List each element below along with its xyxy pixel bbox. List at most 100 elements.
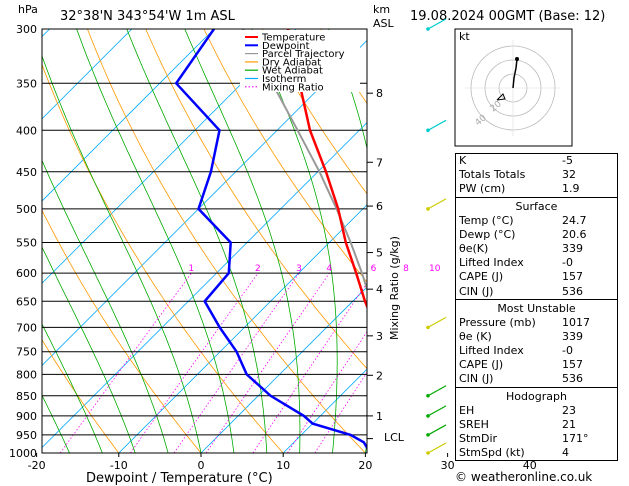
wind-barb-base — [426, 325, 430, 330]
index-label: Totals Totals — [459, 168, 526, 182]
hodograph-stat-value: 23 — [562, 403, 576, 417]
pressure-tick-label: 950 — [16, 429, 37, 442]
pressure-tick-label: 800 — [16, 368, 37, 381]
surface-row: Lifted Index -0 — [456, 256, 617, 270]
legend-label: Dry Adiabat — [262, 57, 321, 68]
most-unstable-label: Lifted Index — [459, 344, 524, 358]
most-unstable-title: Most Unstable — [497, 301, 576, 315]
hodograph-stat-label: EH — [459, 403, 475, 417]
wet-adiabat-line — [42, 394, 70, 453]
profiles — [174, 29, 367, 450]
hpa-label: hPa — [18, 3, 38, 16]
mixing-ratio-label: 10 — [429, 264, 441, 274]
plot-frame — [41, 28, 368, 454]
dewpoint-profile — [174, 29, 367, 450]
isotherm-line — [200, 286, 367, 453]
hodograph-stat-value: 4 — [562, 446, 569, 460]
mixing-ratio-line — [252, 282, 367, 453]
hodograph-top-point — [515, 57, 519, 61]
index-label: PW (cm) — [459, 182, 506, 196]
km-tick-label: 4 — [376, 283, 383, 296]
surface-value: 536 — [562, 284, 583, 298]
legend-label: Temperature — [261, 33, 325, 44]
surface-row: Dewp (°C) 20.6 — [456, 228, 617, 242]
wet-adiabat-line — [398, 29, 432, 453]
wind-barb — [427, 385, 447, 397]
surface-value: 157 — [562, 270, 583, 284]
legend-label: Mixing Ratio — [262, 82, 324, 93]
legend-label: Dewpoint — [262, 41, 310, 52]
most-unstable-label: θe (K) — [459, 329, 492, 343]
pressure-tick-label: 1000 — [9, 447, 37, 460]
isotherm-line — [42, 29, 297, 284]
dry-adiabat-line — [261, 29, 367, 195]
credit-text: © weatheronline.co.uk — [455, 470, 593, 484]
pressure-tick-label: 600 — [16, 267, 37, 280]
wind-barbs — [426, 18, 447, 455]
hodograph-stat-label: StmDir — [459, 432, 498, 445]
temperature-tick-label: -10 — [110, 459, 128, 472]
pressure-tick-label: 450 — [16, 166, 37, 179]
surface-value: 339 — [562, 241, 583, 255]
wind-barb — [427, 405, 447, 417]
legend-label: Isotherm — [262, 74, 306, 85]
km-tick-label: 7 — [376, 156, 383, 169]
wind-barb-base — [426, 451, 430, 455]
storm-motion-marker — [496, 93, 506, 101]
pressure-tick-label: 550 — [16, 236, 37, 249]
isotherm-line — [42, 39, 367, 366]
index-value: -5 — [562, 154, 573, 167]
most-unstable-value: 1017 — [562, 315, 590, 329]
most-unstable-row: θe (K) 339 — [456, 330, 617, 344]
wet-adiabat-line — [42, 323, 103, 453]
legend-label: Wet Adiabat — [262, 66, 323, 77]
temperature-tick-label: 10 — [276, 459, 290, 472]
index-row: K -5 — [456, 154, 617, 168]
surface-label: CIN (J) — [459, 284, 494, 298]
surface-value: 24.7 — [562, 213, 587, 227]
pressure-tick-label: 400 — [16, 124, 37, 137]
pressure-tick-label: 750 — [16, 346, 37, 359]
isotherm-line — [42, 29, 215, 202]
hodograph-kt-label: kt — [459, 30, 470, 43]
wind-barb-base — [426, 393, 430, 398]
index-row: Totals Totals 32 — [456, 168, 617, 182]
km-tick-label: 3 — [376, 330, 383, 343]
hodograph-stat-row: StmDir 171° — [456, 432, 617, 446]
pressure-tick-label: 700 — [16, 321, 37, 334]
km-tick-label: 2 — [376, 369, 383, 382]
surface-row: CAPE (J) 157 — [456, 270, 617, 284]
wind-barb — [427, 316, 447, 328]
hodograph-stat-value: 171° — [562, 432, 589, 445]
km-tick-labels: 8 7 6 5 4 3 2 1 — [367, 87, 383, 440]
mixing-ratio-label: 3 — [296, 264, 302, 274]
x-axis-label: Dewpoint / Temperature (°C) — [86, 471, 273, 486]
hodograph-table-section: Hodograph EH 23 SREH 21 StmDir 171° StmSpd (kt… — [456, 386, 617, 461]
indices-section: K -5 Totals Totals 32 PW (cm) 1.9 — [456, 154, 617, 197]
index-row: PW (cm) 1.9 — [456, 182, 617, 196]
surface-row: CIN (J) 536 — [456, 285, 617, 299]
most-unstable-value: 536 — [562, 372, 583, 386]
hodograph-stat-label: SREH — [459, 417, 489, 431]
km-tick-label: 8 — [376, 87, 383, 100]
asl-label: ASL — [373, 17, 395, 30]
wind-barb-base — [426, 414, 430, 418]
hodograph-stat-row: SREH 21 — [456, 418, 617, 432]
pressure-tick-label: 500 — [16, 203, 37, 216]
most-unstable-label: CAPE (J) — [459, 358, 504, 372]
wind-barb — [427, 442, 447, 454]
wet-adiabat-line — [126, 29, 268, 453]
hodograph-trace — [512, 58, 518, 89]
surface-label: CAPE (J) — [459, 270, 504, 284]
hodograph-stat-row: StmSpd (kt) 4 — [456, 446, 617, 460]
dry-adiabat-line — [42, 339, 120, 453]
index-value: 32 — [562, 168, 576, 182]
pressure-tick-label: 350 — [16, 77, 37, 90]
wind-barb — [427, 198, 447, 210]
pressure-tick-label: 900 — [16, 410, 37, 423]
km-label: km — [373, 3, 390, 16]
pressure-tick-label: 850 — [16, 390, 37, 403]
isotherm-line — [282, 368, 367, 453]
